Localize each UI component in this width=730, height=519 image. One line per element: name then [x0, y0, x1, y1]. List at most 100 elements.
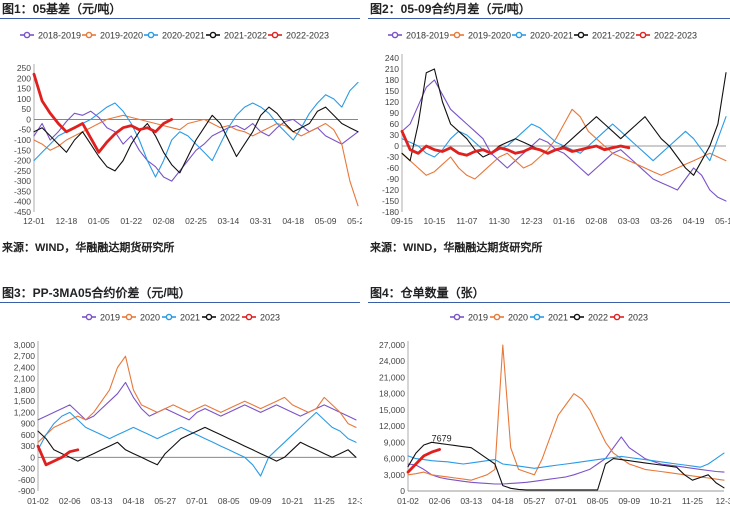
- legend-label: 2020-2021: [530, 31, 573, 41]
- legend-marker: [533, 313, 541, 321]
- y-tick-label: 6,000: [384, 454, 406, 464]
- y-tick-label: -600: [18, 475, 35, 485]
- y-tick-label: 150: [385, 86, 399, 96]
- series-line-2020-2021: [33, 81, 359, 178]
- last-value-annotation: 7679: [432, 433, 452, 443]
- y-tick-label: -120: [382, 185, 399, 195]
- x-tick-label: 04-18: [282, 216, 304, 226]
- x-tick-label: 05-09: [315, 216, 337, 226]
- x-tick-label: 04-19: [683, 216, 705, 226]
- series-line-2018-2019: [401, 79, 727, 202]
- x-tick-label: 03-26: [650, 216, 672, 226]
- legend-item-2019-2020: 2019-2020: [450, 31, 511, 41]
- x-tick-label: 02-25: [185, 216, 207, 226]
- series-line-2019-2020: [33, 114, 359, 207]
- x-tick-label: 11-30: [489, 216, 510, 226]
- y-tick-label: -400: [14, 197, 31, 207]
- legend-label: 2021-2022: [592, 31, 635, 41]
- x-tick-label: 02-06: [429, 496, 451, 506]
- legend-marker: [453, 31, 461, 39]
- legend-item-2018-2019: 2018-2019: [388, 31, 449, 41]
- series-line-2022: [407, 441, 725, 491]
- y-tick-label: 2,700: [14, 351, 36, 361]
- series-line-2022-2023: [32, 72, 174, 154]
- chart-panel-3: 图3：PP-3MA05合约价差（元/吨） 2019 2020 2021 2022 202…: [0, 284, 362, 519]
- y-tick-label: 0: [30, 452, 35, 462]
- y-tick-label: -150: [382, 196, 399, 206]
- legend-marker: [245, 313, 253, 321]
- y-tick-label: 90: [390, 108, 400, 118]
- legend-label: 2021: [548, 313, 568, 323]
- x-tick-label: 12-01: [23, 216, 45, 226]
- x-tick-label: 03-31: [250, 216, 272, 226]
- y-tick-label: 1,200: [14, 407, 36, 417]
- legend-marker: [85, 31, 93, 39]
- y-tick-label: 150: [17, 84, 31, 94]
- chart-panel-1: 图1：05基差（元/吨） 2018-2019 2019-2020 2020-2021…: [0, 0, 362, 260]
- y-tick-label: -200: [14, 156, 31, 166]
- legend-item-2019: 2019: [82, 313, 120, 323]
- y-tick-label: 24,000: [379, 356, 405, 366]
- chart-2-title-rule: [368, 18, 730, 19]
- series-line-2023: [36, 444, 80, 467]
- y-tick-label: 21,000: [379, 372, 405, 382]
- y-tick-label: 50: [22, 104, 32, 114]
- legend-marker: [209, 31, 217, 39]
- y-tick-label: -450: [14, 207, 31, 217]
- y-tick-label: 3,000: [384, 470, 406, 480]
- y-tick-label: 120: [385, 97, 399, 107]
- legend-item-2021-2022: 2021-2022: [574, 31, 635, 41]
- y-tick-label: 2,400: [14, 362, 36, 372]
- legend-marker: [165, 313, 173, 321]
- legend-item-2019-2020: 2019-2020: [82, 31, 143, 41]
- x-tick-label: 05-16: [715, 216, 730, 226]
- legend-marker: [613, 313, 621, 321]
- x-tick-label: 03-13: [460, 496, 482, 506]
- x-tick-label: 07-01: [186, 496, 208, 506]
- legend-label: 2019-2020: [468, 31, 511, 41]
- legend-item-2020: 2020: [122, 313, 160, 323]
- series-line-2019: [407, 436, 725, 485]
- legend-marker: [23, 31, 31, 39]
- series-line-2021: [37, 411, 357, 477]
- legend-marker: [205, 313, 213, 321]
- x-tick-label: 01-16: [553, 216, 575, 226]
- y-tick-label: 12,000: [379, 421, 405, 431]
- legend-item-2021-2022: 2021-2022: [206, 31, 267, 41]
- y-tick-label: 18,000: [379, 389, 405, 399]
- x-tick-label: 07-01: [555, 496, 577, 506]
- x-tick-label: 05-26: [347, 216, 362, 226]
- y-tick-label: 0: [394, 141, 399, 151]
- x-tick-label: 03-14: [218, 216, 240, 226]
- x-tick-label: 10-15: [424, 216, 446, 226]
- legend-marker: [147, 31, 155, 39]
- legend-item-2020-2021: 2020-2021: [512, 31, 573, 41]
- legend-label: 2023: [260, 313, 280, 323]
- x-tick-label: 03-13: [91, 496, 113, 506]
- legend-label: 2019-2020: [100, 31, 143, 41]
- legend-item-2019: 2019: [450, 313, 488, 323]
- y-tick-label: -150: [14, 145, 31, 155]
- x-tick-label: 01-02: [27, 496, 49, 506]
- x-tick-label: 09-09: [250, 496, 272, 506]
- chart-1-source: 来源：WIND，华融融达期货研究所: [2, 242, 175, 254]
- series-line-2022-2023: [400, 129, 631, 157]
- x-tick-label: 11-25: [682, 496, 703, 506]
- legend-marker: [391, 31, 399, 39]
- legend-item-2023: 2023: [610, 313, 648, 323]
- x-tick-label: 12-23: [521, 216, 543, 226]
- legend-item-2021: 2021: [162, 313, 200, 323]
- y-tick-label: -250: [14, 166, 31, 176]
- legend-label: 2022-2023: [654, 31, 697, 41]
- y-tick-label: 30: [390, 130, 400, 140]
- y-tick-label: 900: [21, 419, 35, 429]
- legend-marker: [125, 313, 133, 321]
- y-tick-label: 240: [385, 53, 399, 63]
- x-tick-label: 05-27: [154, 496, 176, 506]
- chart-1-svg: 2018-2019 2019-2020 2020-2021 2021-2022 2022…: [14, 31, 362, 227]
- legend-marker: [577, 31, 585, 39]
- x-tick-label: 08-05: [587, 496, 609, 506]
- y-tick-label: 27,000: [379, 340, 405, 350]
- x-tick-label: 11-07: [456, 216, 477, 226]
- y-tick-label: 600: [21, 430, 35, 440]
